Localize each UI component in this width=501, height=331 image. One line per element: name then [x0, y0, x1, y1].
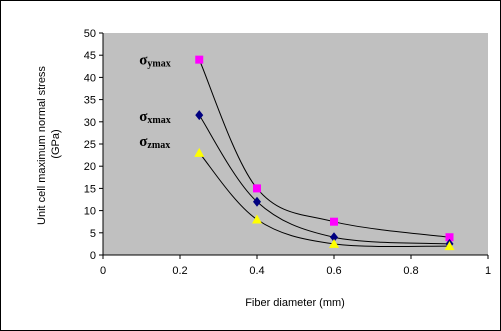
plot-area	[103, 33, 488, 255]
x-tick-label: 0.2	[172, 265, 187, 277]
y-tick-label: 15	[84, 183, 96, 195]
y-axis-title: Unit cell maximum normal stress (GPa)	[36, 63, 62, 225]
y-tick-label: 10	[84, 206, 96, 218]
data-point-ymax	[195, 55, 204, 64]
y-tick-label: 30	[84, 117, 96, 129]
y-tick-label: 20	[84, 161, 96, 173]
series-label-xmax: σxmax	[139, 109, 171, 126]
y-tick-label: 0	[90, 250, 96, 262]
x-axis-title: Fiber diameter (mm)	[245, 297, 345, 309]
y-axis-title-line-2: (GPa)	[50, 129, 62, 158]
x-tick-label: 0.4	[249, 265, 264, 277]
series-line-zmax	[198, 152, 450, 248]
x-tick-label: 0.8	[403, 265, 418, 277]
y-axis-title-line-1: Unit cell maximum normal stress	[36, 66, 48, 225]
data-point-xmax	[195, 110, 204, 121]
tick-labels: 0 5 10 15 20 25 30 35 40 45 50 0 0.2 0.4 0.6 0.8 1	[84, 28, 491, 277]
y-tick-label: 35	[84, 95, 96, 107]
x-tick-label: 1	[485, 265, 491, 277]
data-point-ymax	[253, 184, 261, 193]
series-curves	[198, 59, 450, 248]
axes	[99, 32, 489, 259]
data-point-zmax	[444, 241, 455, 251]
series-line-ymax	[198, 59, 450, 238]
series-label-ymax: σymax	[139, 53, 171, 70]
y-tick-label: 40	[84, 72, 96, 84]
series-markers	[194, 55, 455, 251]
data-point-xmax	[253, 196, 261, 207]
series-label-zmax: σzmax	[139, 134, 170, 151]
series-line-xmax	[198, 114, 450, 245]
y-tick-label: 45	[84, 50, 96, 62]
data-point-ymax	[445, 233, 454, 242]
y-tick-label: 25	[84, 139, 96, 151]
series-labels: σymax σxmax σzmax	[139, 53, 171, 151]
data-point-zmax	[329, 238, 339, 248]
data-point-ymax	[330, 217, 338, 226]
data-point-zmax	[252, 214, 262, 224]
y-tick-label: 5	[90, 228, 96, 240]
x-tick-label: 0	[100, 265, 106, 277]
data-point-zmax	[194, 147, 205, 157]
data-point-xmax	[330, 232, 338, 243]
x-tick-label: 0.6	[326, 265, 341, 277]
y-tick-label: 50	[84, 28, 96, 40]
